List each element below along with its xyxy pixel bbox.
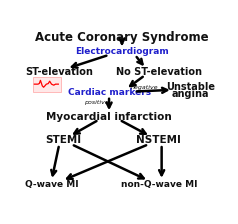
Text: positive: positive	[84, 100, 109, 105]
Text: ST-elevation: ST-elevation	[25, 67, 93, 77]
Text: Acute Coronary Syndrome: Acute Coronary Syndrome	[35, 31, 209, 44]
Text: STEMI: STEMI	[45, 135, 81, 145]
Text: angina: angina	[171, 89, 209, 99]
Text: Cardiac markers: Cardiac markers	[68, 88, 151, 97]
Text: No ST-elevation: No ST-elevation	[116, 67, 202, 77]
Text: Q-wave MI: Q-wave MI	[25, 180, 79, 189]
Text: negative: negative	[131, 85, 159, 90]
Text: Electrocardiogram: Electrocardiogram	[75, 47, 169, 56]
Text: NSTEMI: NSTEMI	[136, 135, 181, 145]
Text: Unstable: Unstable	[166, 82, 215, 92]
Text: non-Q-wave MI: non-Q-wave MI	[121, 180, 197, 189]
FancyBboxPatch shape	[33, 77, 61, 92]
Text: Myocardial infarction: Myocardial infarction	[46, 112, 172, 122]
